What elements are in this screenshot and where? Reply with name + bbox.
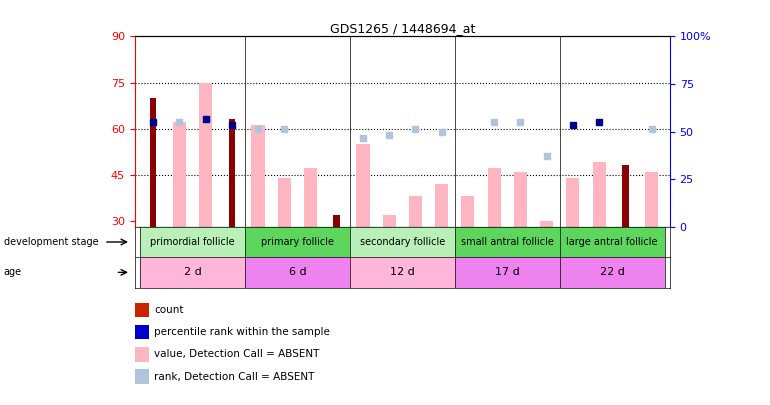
Bar	[645, 172, 658, 227]
Bar	[245, 257, 350, 288]
Text: secondary follicle: secondary follicle	[360, 237, 445, 247]
Bar	[150, 98, 156, 227]
Text: 17 d: 17 d	[495, 267, 520, 277]
Text: 22 d: 22 d	[600, 267, 624, 277]
Text: percentile rank within the sample: percentile rank within the sample	[154, 327, 330, 337]
Bar	[199, 83, 213, 227]
Bar	[252, 126, 265, 227]
Bar	[278, 178, 291, 227]
Bar	[350, 257, 455, 288]
Title: GDS1265 / 1448694_at: GDS1265 / 1448694_at	[330, 22, 475, 35]
Bar	[357, 144, 370, 227]
Text: count: count	[154, 305, 183, 315]
Bar	[350, 227, 455, 257]
Text: 6 d: 6 d	[289, 267, 306, 277]
Bar	[455, 257, 560, 288]
Bar	[455, 227, 560, 257]
Bar	[140, 227, 245, 257]
Bar	[622, 165, 628, 227]
Bar	[383, 215, 396, 227]
Text: development stage: development stage	[4, 237, 99, 247]
Bar	[487, 168, 501, 227]
Bar	[140, 257, 245, 288]
Bar	[435, 184, 448, 227]
Text: 12 d: 12 d	[390, 267, 415, 277]
Bar	[333, 215, 340, 227]
Bar	[592, 162, 606, 227]
Text: primary follicle: primary follicle	[261, 237, 334, 247]
Text: age: age	[4, 267, 22, 277]
Bar	[560, 227, 665, 257]
Bar	[514, 172, 527, 227]
Bar	[540, 221, 553, 227]
Bar	[560, 257, 665, 288]
Text: value, Detection Call = ABSENT: value, Detection Call = ABSENT	[154, 350, 320, 359]
Text: rank, Detection Call = ABSENT: rank, Detection Call = ABSENT	[154, 372, 314, 382]
Bar	[304, 168, 317, 227]
Bar	[172, 122, 186, 227]
Text: primordial follicle: primordial follicle	[150, 237, 235, 247]
Text: 2 d: 2 d	[183, 267, 201, 277]
Text: small antral follicle: small antral follicle	[460, 237, 554, 247]
Bar	[566, 178, 579, 227]
Bar	[461, 196, 474, 227]
Bar	[229, 119, 235, 227]
Bar	[245, 227, 350, 257]
Bar	[409, 196, 422, 227]
Text: large antral follicle: large antral follicle	[567, 237, 658, 247]
